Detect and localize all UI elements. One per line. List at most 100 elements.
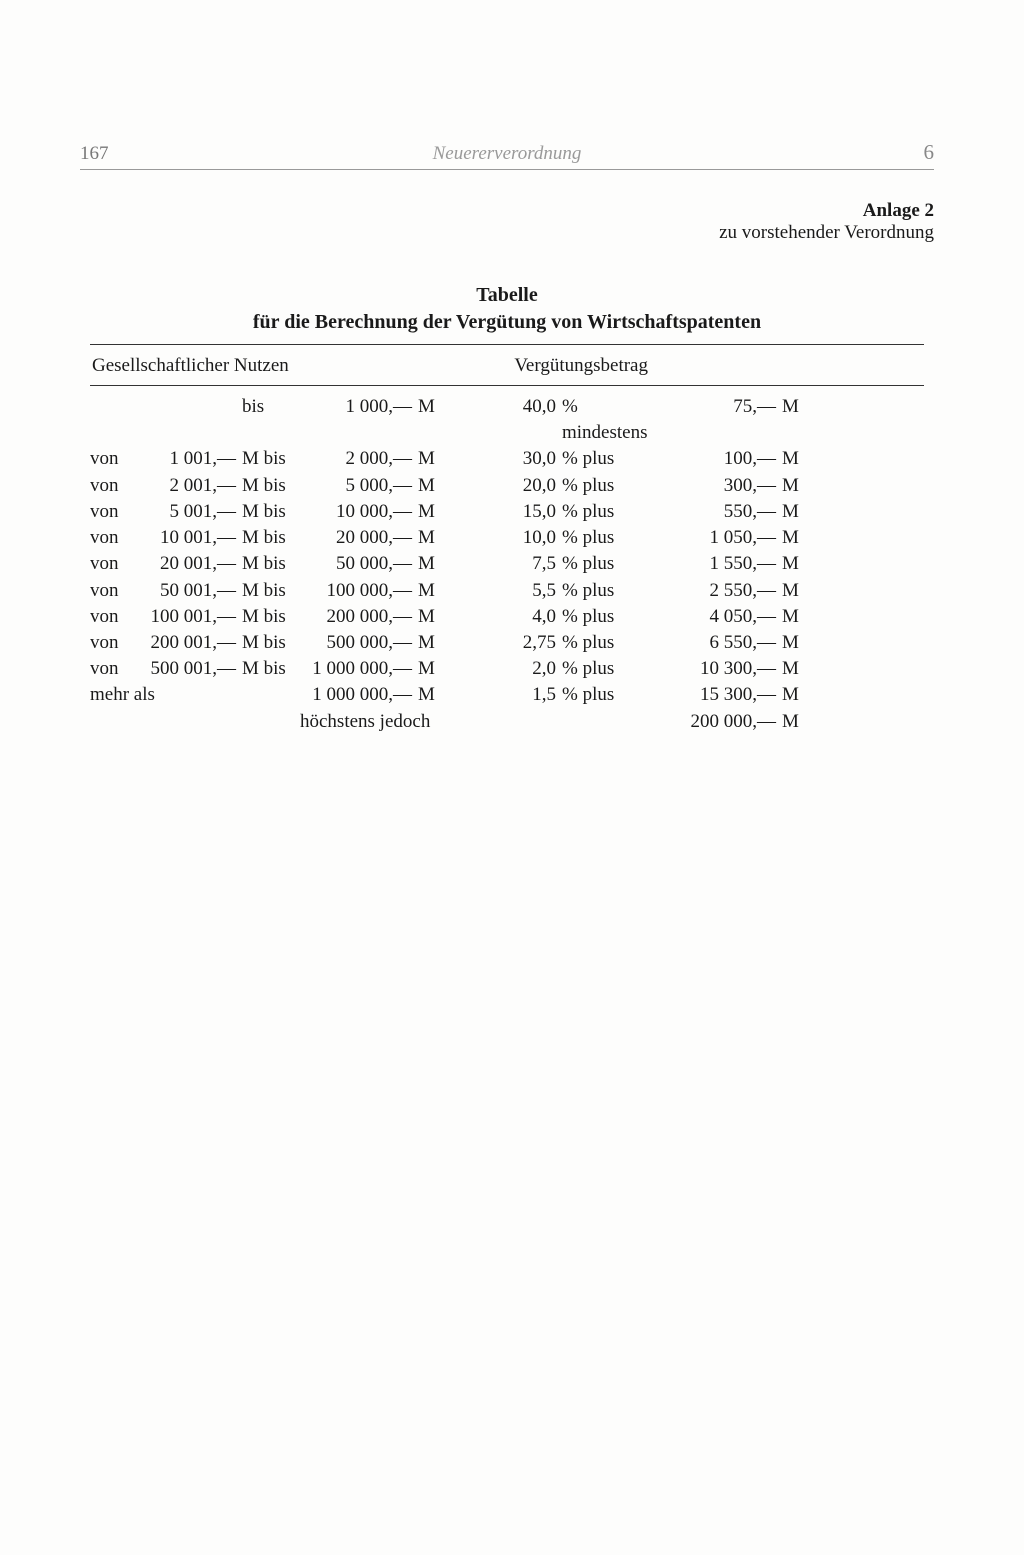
cell-percent-suffix: % plus	[556, 656, 666, 682]
col-header-right: Vergütungsbetrag	[490, 355, 924, 377]
cell-currency-2: M	[776, 709, 804, 735]
cell-gap	[438, 394, 500, 446]
cell-percent-suffix: % plus	[556, 630, 666, 656]
cell-percent: 2,0	[500, 656, 556, 682]
table-row: von5 001,—M bis10 000,—M15,0% plus550,—M	[90, 499, 924, 525]
cell-m-bis: M bis	[236, 578, 300, 604]
cell-m-bis: M bis	[236, 656, 300, 682]
table-row: von1 001,—M bis2 000,—M30,0% plus100,—M	[90, 446, 924, 472]
document-page: 167 Neuererverordnung 6 Anlage 2 zu vors…	[0, 0, 1024, 795]
table-row: von100 001,—M bis200 000,—M4,0% plus4 05…	[90, 604, 924, 630]
cell-high: 1 000 000,—	[300, 682, 412, 708]
cell-gap	[438, 578, 500, 604]
cell-currency-2: M	[776, 578, 804, 604]
cell-currency-2: M	[776, 446, 804, 472]
cell-amount: 4 050,—	[666, 604, 776, 630]
cell-percent-suffix: % plus	[556, 525, 666, 551]
cell-currency: M	[412, 604, 438, 630]
cell-currency-2: M	[776, 682, 804, 708]
annex-title: Anlage 2	[80, 200, 934, 222]
table-row: bis1 000,—M40,0% mindestens75,—M	[90, 394, 924, 446]
cell-low: 5 001,—	[136, 499, 236, 525]
cell-percent: 2,75	[500, 630, 556, 656]
annex-heading: Anlage 2 zu vorstehender Verordnung	[80, 200, 934, 244]
cell-amount: 6 550,—	[666, 630, 776, 656]
table-row-cap: höchstens jedoch200 000,—M	[90, 709, 924, 735]
cell-amount: 10 300,—	[666, 656, 776, 682]
cell-high: 1 000 000,—	[300, 656, 412, 682]
cell-percent: 40,0	[500, 394, 556, 446]
table-row: von2 001,—M bis5 000,—M20,0% plus300,—M	[90, 473, 924, 499]
cell-percent-suffix: % plus	[556, 499, 666, 525]
cell-currency: M	[412, 473, 438, 499]
cell-currency-2: M	[776, 473, 804, 499]
cell-low: 10 001,—	[136, 525, 236, 551]
cell-m-bis: M bis	[236, 604, 300, 630]
cell-currency-2: M	[776, 551, 804, 577]
cell-amount: 1 050,—	[666, 525, 776, 551]
table-row: von20 001,—M bis50 000,—M7,5% plus1 550,…	[90, 551, 924, 577]
cell-percent-suffix: % mindestens	[556, 394, 666, 446]
cell-high: 200 000,—	[300, 604, 412, 630]
cell-amount: 15 300,—	[666, 682, 776, 708]
cell-low: 200 001,—	[136, 630, 236, 656]
cell-m-bis: M bis	[236, 446, 300, 472]
cell-currency: M	[412, 551, 438, 577]
table-row: von10 001,—M bis20 000,—M10,0% plus1 050…	[90, 525, 924, 551]
cell-von: von	[90, 630, 136, 656]
table-row: von200 001,—M bis500 000,—M2,75% plus6 5…	[90, 630, 924, 656]
cell-low: 1 001,—	[136, 446, 236, 472]
table-row: von500 001,—M bis1 000 000,—M2,0% plus10…	[90, 656, 924, 682]
cell-von: von	[90, 446, 136, 472]
cell-von: von	[90, 473, 136, 499]
cell-amount: 2 550,—	[666, 578, 776, 604]
cell-amount: 1 550,—	[666, 551, 776, 577]
cell-gap	[438, 473, 500, 499]
table-title: Tabelle	[80, 284, 934, 307]
cell-amount: 300,—	[666, 473, 776, 499]
cell-percent: 30,0	[500, 446, 556, 472]
cell-high: 2 000,—	[300, 446, 412, 472]
cell-currency-2: M	[776, 394, 804, 446]
cell-m-bis: M bis	[236, 525, 300, 551]
cell-gap	[438, 656, 500, 682]
cell-amount: 550,—	[666, 499, 776, 525]
cell-currency-2: M	[776, 630, 804, 656]
cell-currency: M	[412, 578, 438, 604]
cell-amount: 200 000,—	[666, 709, 776, 735]
cell-amount: 100,—	[666, 446, 776, 472]
cell-gap	[438, 604, 500, 630]
cell-von	[90, 394, 136, 446]
cell-spacer	[90, 709, 300, 735]
cell-von: von	[90, 656, 136, 682]
cell-low: 100 001,—	[136, 604, 236, 630]
cell-m-bis: M bis	[236, 630, 300, 656]
cell-percent	[500, 709, 556, 735]
cell-gap	[438, 551, 500, 577]
cell-currency: M	[412, 525, 438, 551]
cell-currency: M	[412, 656, 438, 682]
cell-percent: 15,0	[500, 499, 556, 525]
cell-von: von	[90, 525, 136, 551]
table-column-headers: Gesellschaftlicher Nutzen Vergütungsbetr…	[90, 345, 924, 385]
page-header: 167 Neuererverordnung 6	[80, 140, 934, 170]
table-rule-mid	[90, 385, 924, 386]
cell-percent-suffix	[556, 709, 666, 735]
cell-m-bis: M bis	[236, 473, 300, 499]
cell-high: 10 000,—	[300, 499, 412, 525]
table-row-more-than: mehr als1 000 000,—M1,5% plus15 300,—M	[90, 682, 924, 708]
cell-currency: M	[412, 446, 438, 472]
table-row: von50 001,—M bis100 000,—M5,5% plus2 550…	[90, 578, 924, 604]
cell-currency-2: M	[776, 499, 804, 525]
cell-percent: 7,5	[500, 551, 556, 577]
cell-percent: 20,0	[500, 473, 556, 499]
cell-low	[136, 394, 236, 446]
cell-m-bis: M bis	[236, 499, 300, 525]
cell-currency: M	[412, 394, 438, 446]
cell-percent-suffix: % plus	[556, 551, 666, 577]
cell-low: 2 001,—	[136, 473, 236, 499]
cell-currency: M	[412, 630, 438, 656]
cell-gap	[438, 446, 500, 472]
cell-currency: M	[412, 682, 438, 708]
cell-percent-suffix: % plus	[556, 604, 666, 630]
